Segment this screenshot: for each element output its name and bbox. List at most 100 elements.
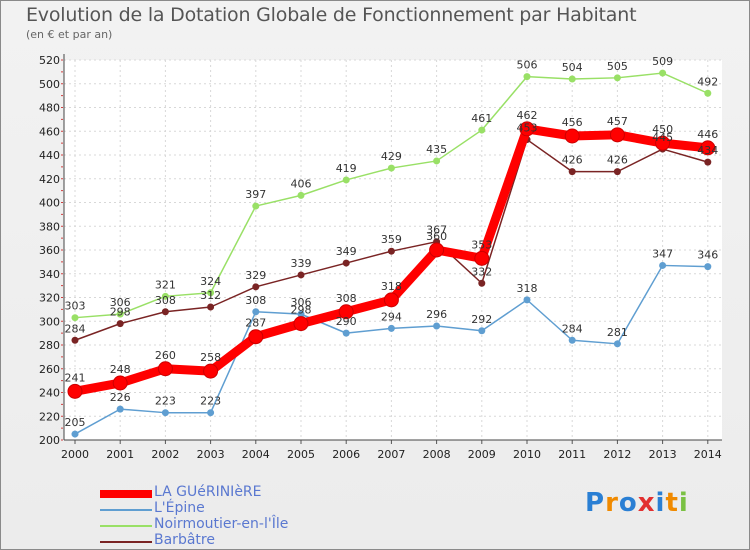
data-label: 339 xyxy=(291,257,312,270)
legend-label: Barbâtre xyxy=(154,532,215,548)
data-label: 359 xyxy=(381,233,402,246)
data-label: 298 xyxy=(291,304,312,317)
x-tick-label: 2012 xyxy=(603,448,631,461)
logo-letter: i xyxy=(678,488,689,518)
data-point xyxy=(67,383,83,399)
y-tick-label: 260 xyxy=(39,363,60,376)
data-point xyxy=(342,329,350,337)
data-label: 281 xyxy=(607,326,628,339)
data-label: 446 xyxy=(697,128,718,141)
data-label: 434 xyxy=(697,144,718,157)
legend-label: LA GUéRINIèRE xyxy=(154,484,262,500)
data-point xyxy=(704,89,712,97)
logo-letter: o xyxy=(618,488,638,518)
data-label: 492 xyxy=(697,75,718,88)
data-point xyxy=(387,164,395,172)
logo-letter: t xyxy=(665,488,679,518)
data-point xyxy=(433,157,441,165)
x-tick-label: 2006 xyxy=(332,448,360,461)
data-point xyxy=(613,340,621,348)
data-label: 349 xyxy=(336,245,357,258)
data-point xyxy=(519,121,535,137)
data-point xyxy=(161,409,169,417)
legend-label: L'Épine xyxy=(154,500,205,516)
data-point xyxy=(568,336,576,344)
data-point xyxy=(297,271,305,279)
y-axis-ticks: 200 220 240 260 280 300 320 340 360 380 400 420 440 4… xyxy=(39,54,60,447)
x-tick-label: 2001 xyxy=(106,448,134,461)
data-point xyxy=(478,279,486,287)
data-label: 453 xyxy=(517,122,538,135)
x-tick-label: 2005 xyxy=(287,448,315,461)
data-label: 504 xyxy=(562,61,583,74)
y-tick-label: 520 xyxy=(39,54,60,67)
data-label: 318 xyxy=(517,282,538,295)
series-group xyxy=(67,69,716,438)
data-point xyxy=(338,304,354,320)
data-point xyxy=(207,303,215,311)
data-point xyxy=(568,75,576,83)
data-point xyxy=(523,296,531,304)
proxiti-logo: Proxiti xyxy=(585,488,689,518)
data-label: 287 xyxy=(245,317,266,330)
data-point xyxy=(116,310,124,318)
data-point xyxy=(478,327,486,335)
y-tick-label: 500 xyxy=(39,78,60,91)
data-label: 321 xyxy=(155,278,176,291)
x-tick-label: 2002 xyxy=(151,448,179,461)
data-label: 248 xyxy=(110,363,131,376)
x-axis-ticks: 2000 2001 2002 2003 2004 2005 2006 2007 2008 2009… xyxy=(61,448,722,461)
data-point xyxy=(474,250,490,266)
data-label: 426 xyxy=(562,154,583,167)
data-point xyxy=(387,324,395,332)
data-point xyxy=(383,292,399,308)
y-tick-label: 340 xyxy=(39,268,60,281)
data-point xyxy=(704,158,712,166)
data-label: 505 xyxy=(607,60,628,73)
logo-letter: i xyxy=(655,488,666,518)
data-point xyxy=(387,247,395,255)
y-tick-label: 380 xyxy=(39,220,60,233)
y-tick-label: 360 xyxy=(39,244,60,257)
data-point xyxy=(157,361,173,377)
y-tick-label: 280 xyxy=(39,339,60,352)
data-point xyxy=(116,405,124,413)
data-point xyxy=(116,320,124,328)
data-label: 346 xyxy=(697,249,718,262)
legend-label: Noirmoutier-en-l'Île xyxy=(154,516,289,532)
legend-swatch xyxy=(100,541,152,543)
data-label: 324 xyxy=(200,275,221,288)
data-label: 419 xyxy=(336,162,357,175)
data-point xyxy=(297,191,305,199)
data-label: 450 xyxy=(652,123,673,136)
data-label: 296 xyxy=(426,308,447,321)
data-label: 445 xyxy=(652,131,673,144)
data-label: 284 xyxy=(562,322,583,335)
data-label: 329 xyxy=(245,269,266,282)
data-point xyxy=(429,242,445,258)
x-tick-label: 2014 xyxy=(694,448,722,461)
y-tick-label: 240 xyxy=(39,387,60,400)
data-label: 435 xyxy=(426,143,447,156)
data-label: 223 xyxy=(200,395,221,408)
data-label: 360 xyxy=(426,230,447,243)
data-point xyxy=(609,127,625,143)
data-point xyxy=(71,336,79,344)
data-label: 397 xyxy=(245,188,266,201)
data-label: 509 xyxy=(652,55,673,68)
data-label: 306 xyxy=(110,296,131,309)
legend-swatch xyxy=(100,525,152,527)
data-point xyxy=(203,363,219,379)
data-label: 303 xyxy=(65,300,86,313)
data-point xyxy=(207,289,215,297)
data-label: 347 xyxy=(652,247,673,260)
data-label: 456 xyxy=(562,116,583,129)
data-point xyxy=(248,329,264,345)
data-point xyxy=(564,128,580,144)
x-tick-label: 2008 xyxy=(423,448,451,461)
data-point xyxy=(700,140,716,156)
data-label: 429 xyxy=(381,150,402,163)
data-point xyxy=(252,308,260,316)
data-label: 308 xyxy=(336,292,357,305)
x-tick-label: 2000 xyxy=(61,448,89,461)
